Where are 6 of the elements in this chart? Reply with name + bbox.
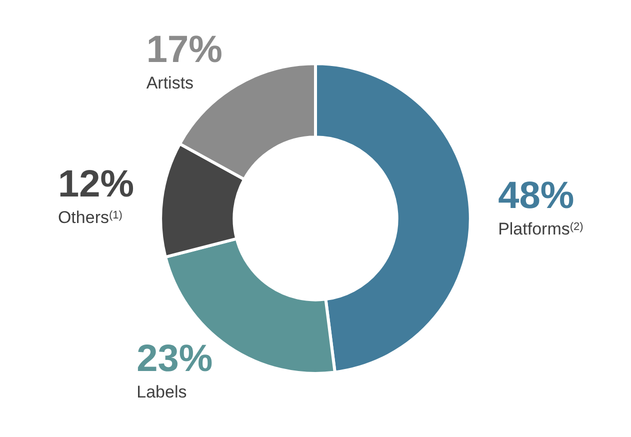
data-label: 12% (58, 164, 134, 206)
data-label: 48% (498, 175, 574, 218)
data-label: 23% (136, 338, 213, 380)
slice-label: Artists (146, 74, 194, 93)
data-label: 17% (146, 29, 222, 72)
slice-label: Labels (136, 382, 187, 402)
